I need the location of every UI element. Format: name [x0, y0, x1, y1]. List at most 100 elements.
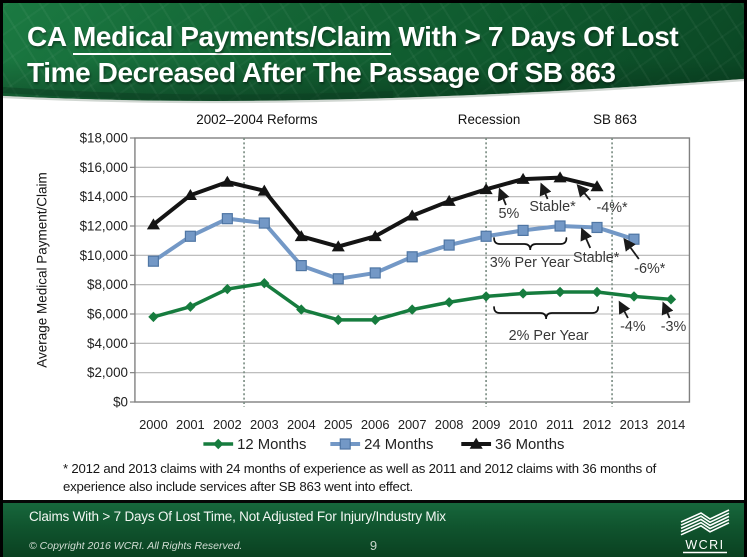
data-point-36-months [220, 175, 234, 187]
annotation-brace [493, 306, 600, 320]
annotation-arrow [539, 182, 552, 200]
data-point-36-months [294, 230, 308, 242]
slide-footer: Claims With > 7 Days Of Lost Time, Not A… [3, 500, 744, 557]
title-underlined-phrase: Medical Payments/Claim [72, 21, 391, 55]
data-point-36-months [257, 184, 271, 196]
data-point-12-months [222, 283, 233, 295]
data-point-24-months [443, 239, 455, 251]
x-tick-label: 2010 [509, 417, 538, 432]
annotation-label: 5% [499, 206, 520, 222]
y-tick-label: $14,000 [80, 189, 128, 204]
data-point-12-months [480, 291, 492, 302]
footnote-line1: * 2012 and 2013 claims with 24 months of… [63, 461, 657, 476]
y-tick-label: $16,000 [80, 160, 128, 175]
annotation-arrow [661, 301, 674, 319]
data-point-24-months [332, 273, 344, 285]
data-point-24-months [369, 267, 381, 279]
legend-marker-36-months [469, 437, 483, 449]
page-number: 9 [369, 538, 378, 553]
header-swoosh [3, 78, 744, 107]
copyright-text: © Copyright 2016 WCRI. All Rights Reserv… [29, 540, 243, 552]
data-point-24-months [480, 230, 492, 242]
data-point-36-months [479, 183, 493, 195]
annotation-label: Stable* [529, 199, 576, 215]
x-tick-label: 2004 [287, 417, 316, 432]
data-point-36-months [331, 240, 345, 252]
title-line2: Time Decreased After The Passage Of SB 8… [27, 57, 616, 88]
x-tick-label: 2011 [546, 417, 574, 432]
x-tick-label: 2014 [657, 417, 686, 432]
y-axis-title: Average Medical Payment/Claim [35, 172, 50, 367]
annotation-label: -3% [661, 319, 687, 335]
annotation-arrow [576, 183, 591, 201]
wcri-logo-stripes-icon [680, 509, 730, 536]
x-tick-label: 2005 [324, 417, 353, 432]
data-point-12-months [407, 304, 418, 315]
annotation-label: Stable* [573, 250, 620, 266]
claims-note: Claims With > 7 Days Of Lost Time, Not A… [29, 509, 446, 524]
x-tick-label: 2000 [139, 417, 168, 432]
legend-marker-12-months [213, 438, 224, 450]
annotation-arrow [497, 187, 510, 206]
data-point-12-months [591, 286, 603, 298]
y-tick-label: $0 [113, 394, 128, 409]
data-point-12-months [370, 314, 381, 326]
x-tick-label: 2002 [213, 417, 242, 432]
data-point-36-months [183, 189, 197, 200]
annotation-label: -4% [620, 319, 646, 335]
title-line1: CA Medical Payments/Claim With > 7 Days … [27, 21, 679, 55]
phase-label: SB 863 [593, 112, 637, 127]
x-tick-label: 2009 [472, 417, 501, 432]
annotation-arrow [580, 227, 593, 249]
annotation-label: -6%* [634, 261, 666, 277]
annotation-label: 3% Per Year [490, 255, 570, 271]
data-point-36-months [146, 218, 160, 230]
chart-footnote: * 2012 and 2013 claims with 24 months of… [3, 457, 744, 500]
phase-label: 2002–2004 Reforms [196, 112, 318, 127]
data-point-12-months [628, 291, 640, 302]
y-tick-label: $10,000 [80, 248, 128, 263]
data-point-12-months [554, 286, 566, 298]
data-point-24-months [221, 213, 233, 225]
data-point-12-months [333, 314, 344, 326]
data-point-24-months [258, 217, 270, 229]
data-point-36-months [553, 171, 567, 183]
y-tick-label: $8,000 [87, 277, 128, 292]
footnote-line2: experience also include services after S… [63, 478, 414, 494]
data-point-36-months [368, 230, 382, 242]
y-tick-label: $2,000 [87, 365, 128, 380]
y-tick-label: $18,000 [80, 130, 128, 145]
payments-chart: $0 $2,000 $4,000 $6,000 $8,000 $10,000 $12,000… [35, 112, 691, 453]
annotation-label: 2% Per Year [509, 328, 589, 344]
data-point-12-months [148, 311, 159, 323]
annotation-label: -4%* [596, 200, 628, 216]
y-tick-label: $6,000 [87, 306, 128, 321]
data-point-36-months [442, 194, 456, 206]
data-point-12-months [443, 297, 455, 308]
slide-inner: CA Medical Payments/Claim With > 7 Days … [3, 3, 744, 557]
data-point-24-months [628, 233, 640, 245]
data-point-24-months [147, 255, 159, 267]
data-point-12-months [185, 301, 196, 312]
slide-title: CA Medical Payments/Claim With > 7 Days … [3, 3, 744, 91]
data-point-24-months [591, 221, 603, 234]
phase-label: Recession [458, 112, 520, 127]
data-point-36-months [590, 180, 604, 192]
x-tick-label: 2008 [435, 417, 464, 432]
annotation-arrow [618, 300, 631, 319]
x-tick-label: 2012 [583, 417, 612, 432]
wcri-logo: WCRI [680, 509, 730, 554]
slide-header: CA Medical Payments/Claim With > 7 Days … [3, 3, 744, 107]
legend-label: 36 Months [495, 436, 564, 453]
x-tick-label: 2001 [176, 417, 205, 432]
x-tick-label: 2007 [398, 417, 427, 432]
chart-area: $0 $2,000 $4,000 $6,000 $8,000 $10,000 $12,000… [3, 107, 744, 457]
annotation-brace [493, 237, 568, 251]
data-point-24-months [517, 224, 529, 237]
data-point-24-months [184, 230, 196, 242]
data-point-36-months [516, 172, 530, 184]
y-tick-label: $4,000 [87, 336, 128, 351]
data-point-24-months [295, 260, 307, 272]
plot-border [134, 137, 691, 403]
